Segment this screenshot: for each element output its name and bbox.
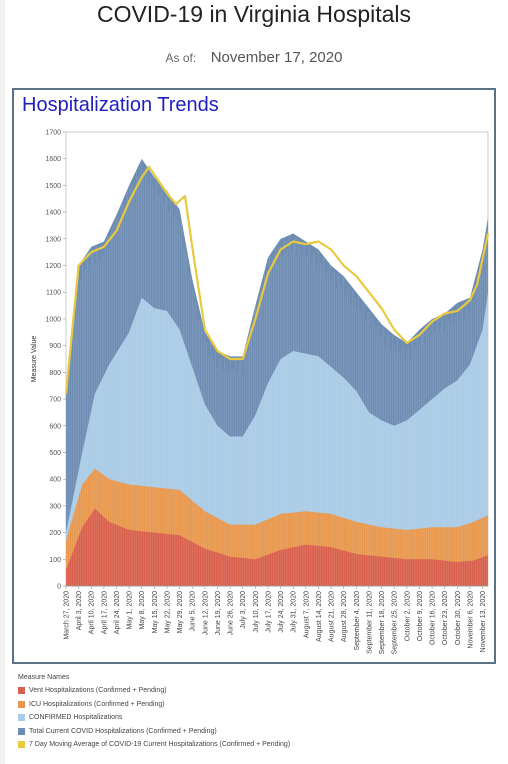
legend-label: Total Current COVID Hospitalizations (Co… bbox=[29, 727, 217, 735]
x-tick-label: November 13, 2020 bbox=[480, 591, 487, 653]
x-tick-label: July 3, 2020 bbox=[240, 591, 247, 629]
series-area-0 bbox=[66, 508, 488, 586]
legend-label: ICU Hospitalizations (Confirmed + Pendin… bbox=[29, 700, 165, 708]
x-tick-label: June 26, 2020 bbox=[228, 591, 235, 635]
legend-label: 7 Day Moving Average of COVID-19 Current… bbox=[29, 741, 291, 749]
legend-item-icu[interactable]: ICU Hospitalizations (Confirmed + Pendin… bbox=[18, 698, 290, 712]
y-tick-label: 0 bbox=[57, 584, 61, 591]
y-tick-label: 1100 bbox=[46, 290, 61, 297]
x-tick-label: March 27, 2020 bbox=[64, 591, 71, 640]
y-tick-label: 700 bbox=[49, 397, 61, 404]
x-tick-label: April 24, 2020 bbox=[114, 591, 121, 634]
y-tick-label: 1600 bbox=[45, 156, 61, 163]
x-tick-label: July 17, 2020 bbox=[265, 591, 272, 633]
x-tick-label: May 29, 2020 bbox=[177, 591, 184, 634]
legend-swatch bbox=[18, 741, 25, 749]
y-tick-label: 1700 bbox=[45, 130, 61, 137]
y-tick-label: 300 bbox=[49, 503, 61, 510]
x-tick-label: August 21, 2020 bbox=[329, 591, 336, 642]
x-tick-label: September 11, 2020 bbox=[366, 591, 373, 654]
legend-item-moving-average[interactable]: 7 Day Moving Average of COVID-19 Current… bbox=[18, 738, 290, 752]
y-tick-label: 900 bbox=[49, 343, 61, 350]
x-tick-label: July 10, 2020 bbox=[253, 591, 260, 633]
x-tick-label: October 9, 2020 bbox=[417, 591, 424, 641]
x-tick-label: July 24, 2020 bbox=[278, 591, 285, 633]
y-tick-label: 1500 bbox=[45, 183, 61, 190]
left-edge-strip bbox=[0, 0, 5, 764]
y-tick-label: 200 bbox=[49, 530, 61, 537]
as-of-row: As of: November 17, 2020 bbox=[0, 49, 508, 67]
panel-title: Hospitalization Trends bbox=[22, 94, 219, 116]
moving-average-line bbox=[64, 165, 490, 394]
x-tick-label: June 5, 2020 bbox=[190, 591, 197, 632]
page-title: COVID-19 in Virginia Hospitals bbox=[96, 1, 412, 27]
x-tick-label: April 10, 2020 bbox=[89, 591, 96, 634]
x-tick-label: October 23, 2020 bbox=[442, 591, 449, 645]
x-tick-label: November 6, 2020 bbox=[467, 591, 474, 649]
y-tick-label: 1300 bbox=[45, 236, 61, 243]
y-tick-label: 800 bbox=[49, 370, 61, 377]
legend-swatch bbox=[18, 687, 25, 695]
legend-swatch bbox=[18, 700, 25, 708]
x-tick-label: August 28, 2020 bbox=[341, 591, 348, 642]
legend-label: CONFIRMED Hospitalizations bbox=[29, 714, 123, 722]
legend: Measure Names Vent Hospitalizations (Con… bbox=[18, 674, 290, 752]
x-tick-label: October 2, 2020 bbox=[404, 591, 411, 641]
x-tick-label: September 25, 2020 bbox=[392, 591, 399, 655]
x-tick-label: August 7, 2020 bbox=[303, 591, 310, 638]
legend-label: Vent Hospitalizations (Confirmed + Pendi… bbox=[29, 687, 167, 695]
x-tick-label: April 17, 2020 bbox=[101, 591, 108, 634]
y-tick-label: 500 bbox=[49, 450, 61, 457]
x-tick-label: June 19, 2020 bbox=[215, 591, 222, 635]
y-tick-label: 1200 bbox=[45, 263, 61, 270]
x-tick-label: May 1, 2020 bbox=[127, 591, 134, 630]
x-tick-label: June 12, 2020 bbox=[202, 591, 209, 635]
legend-swatch bbox=[18, 714, 25, 722]
legend-item-total[interactable]: Total Current COVID Hospitalizations (Co… bbox=[18, 725, 290, 739]
x-tick-label: May 8, 2020 bbox=[139, 591, 146, 630]
legend-title: Measure Names bbox=[18, 674, 70, 681]
y-tick-label: 400 bbox=[49, 477, 61, 484]
y-tick-label: 600 bbox=[49, 423, 61, 430]
y-axis-label: Measure Value bbox=[31, 336, 38, 383]
legend-item-confirmed[interactable]: CONFIRMED Hospitalizations bbox=[18, 711, 290, 725]
legend-item-vent[interactable]: Vent Hospitalizations (Confirmed + Pendi… bbox=[18, 684, 290, 698]
y-tick-label: 1000 bbox=[45, 316, 61, 323]
x-tick-label: July 31, 2020 bbox=[291, 591, 298, 633]
as-of-label: As of: bbox=[165, 51, 197, 65]
x-tick-label: October 30, 2020 bbox=[455, 591, 462, 645]
x-tick-label: May 22, 2020 bbox=[164, 591, 171, 634]
x-tick-label: October 16, 2020 bbox=[430, 591, 437, 645]
as-of-date: November 17, 2020 bbox=[210, 49, 343, 66]
hospitalization-trends-panel: Hospitalization Trends 0 100 200 300 400 500 6… bbox=[12, 88, 496, 664]
y-tick-label: 100 bbox=[49, 557, 61, 564]
legend-swatch bbox=[18, 727, 25, 735]
hospitalization-chart[interactable]: 0 100 200 300 400 500 600 700 800 900 1000 1100 1200… bbox=[14, 90, 494, 662]
x-tick-label: April 3, 2020 bbox=[76, 591, 83, 630]
x-tick-label: May 15, 2020 bbox=[152, 591, 159, 634]
y-tick-label: 1400 bbox=[45, 210, 61, 217]
x-tick-label: August 14, 2020 bbox=[316, 591, 323, 642]
x-tick-label: September 18, 2020 bbox=[379, 591, 386, 655]
x-tick-label: September 4, 2020 bbox=[354, 591, 361, 651]
